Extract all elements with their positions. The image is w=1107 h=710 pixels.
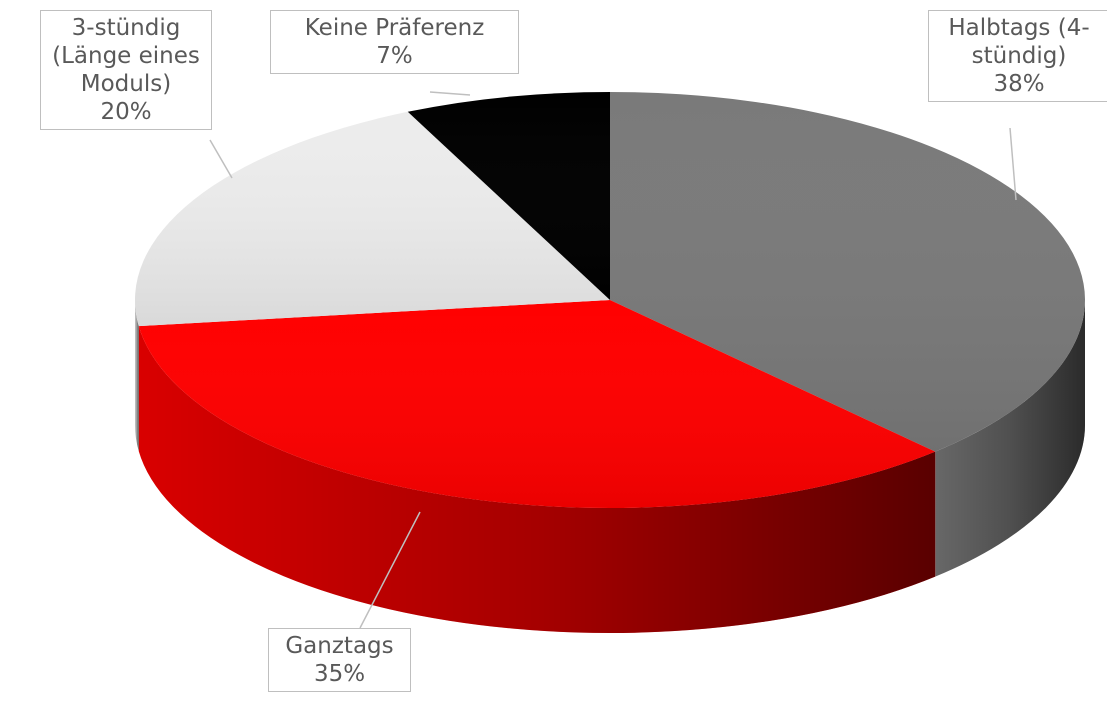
slice-gloss [407,92,610,300]
label-value: 20% [100,99,152,125]
leader-line [429,91,471,96]
side-shade [138,326,936,633]
label-value: 35% [313,661,366,687]
data-label: Ganztags 35% [268,628,411,692]
data-label: Halbtags (4-stündig) 38% [928,10,1107,102]
leader-line [359,511,421,629]
leader-line [209,139,233,179]
side-shade [935,300,1085,577]
label-category: 3-stündig (Länge eines Moduls) [52,15,200,97]
side-shade [135,300,139,452]
label-category: Halbtags (4-stündig) [948,15,1090,69]
label-category: Keine Präferenz [304,15,485,41]
label-category: Ganztags [285,633,394,659]
data-label: Keine Präferenz 7% [270,10,519,74]
leader-line [1009,127,1017,201]
slice-gloss [134,111,610,327]
label-value: 7% [376,43,413,69]
slice-gloss [138,300,936,508]
slice-gloss [610,92,1085,452]
data-label: 3-stündig (Länge eines Moduls) 20% [40,10,212,130]
label-value: 38% [993,71,1045,97]
